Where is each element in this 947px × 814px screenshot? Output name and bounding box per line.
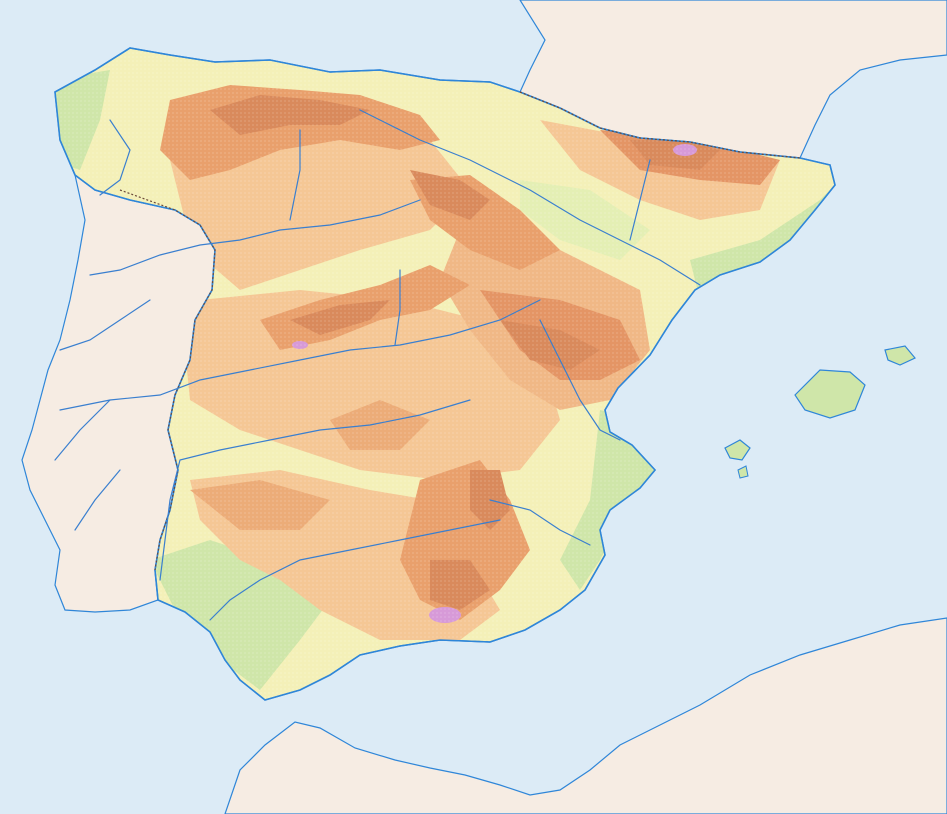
- border-france: [519, 91, 801, 159]
- river-minho: [99, 119, 131, 196]
- river-guadalquivir: [209, 519, 501, 621]
- river-ebro-tributary: [629, 159, 651, 241]
- river-guadiana: [159, 399, 471, 581]
- river-jucar: [539, 319, 621, 441]
- river-duero-tributary: [289, 129, 301, 221]
- river-guadiana-lower: [74, 469, 121, 531]
- river-ebro: [359, 109, 701, 286]
- rivers: [54, 109, 701, 621]
- morocco: [224, 617, 947, 814]
- island-formentera: [737, 465, 749, 479]
- island-mallorca: [794, 369, 866, 419]
- island-ibiza: [724, 439, 751, 461]
- river-mondego: [59, 299, 151, 351]
- river-duero: [89, 199, 421, 276]
- river-tajo-lower: [54, 399, 111, 461]
- island-menorca: [884, 345, 916, 366]
- river-segura: [489, 499, 591, 546]
- river-tajo: [59, 299, 541, 411]
- river-tajo-tributary: [394, 269, 401, 346]
